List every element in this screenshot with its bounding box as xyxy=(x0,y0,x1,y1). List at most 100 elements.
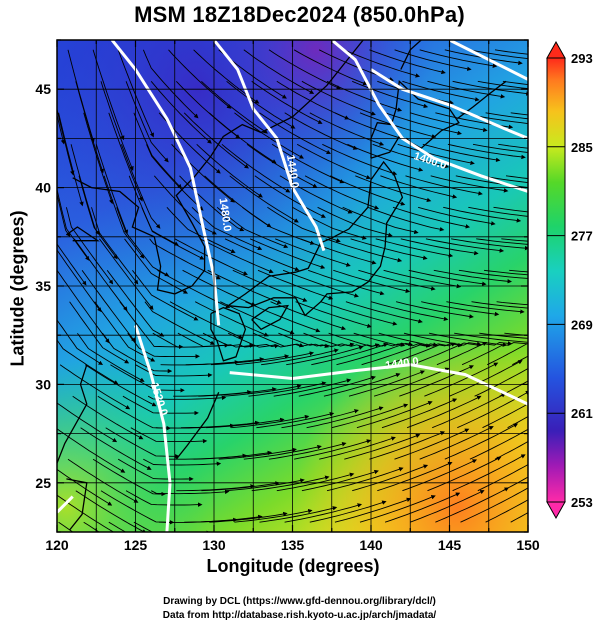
streamline xyxy=(359,112,437,139)
coastline xyxy=(175,392,220,460)
streamline xyxy=(326,467,404,492)
streamline xyxy=(498,143,528,149)
streamline xyxy=(168,49,232,109)
streamline xyxy=(59,364,131,410)
streamline xyxy=(278,332,355,348)
streamline xyxy=(57,270,110,344)
streamline xyxy=(185,357,265,366)
streamline xyxy=(435,487,509,523)
streamline xyxy=(311,342,389,366)
streamline xyxy=(70,144,100,236)
streamline xyxy=(504,332,528,336)
streamline xyxy=(284,503,363,523)
streamline xyxy=(356,401,433,429)
streamline xyxy=(224,238,300,272)
x-tick-label: 130 xyxy=(202,537,226,553)
streamline xyxy=(182,269,256,306)
streamline xyxy=(399,365,474,397)
streamline xyxy=(69,301,130,364)
streamline xyxy=(95,144,129,235)
colorbar: 293 285 277 269 261 253 xyxy=(546,40,593,520)
streamline xyxy=(57,319,104,366)
streamline xyxy=(216,206,289,249)
streamline xyxy=(229,175,299,223)
streamline xyxy=(251,475,330,492)
streamline xyxy=(496,301,528,306)
streamline xyxy=(144,301,215,345)
streamlines xyxy=(57,49,528,532)
contour-label: 1440.0 xyxy=(284,154,301,189)
axis-ticks: 120 125 130 135 140 145 150 25 30 35 40 45 xyxy=(35,39,540,553)
streamline xyxy=(352,464,429,492)
streamline xyxy=(430,175,509,193)
streamline xyxy=(275,238,351,267)
streamline xyxy=(248,381,327,397)
streamline xyxy=(355,175,432,203)
streamline xyxy=(303,332,380,348)
streamline xyxy=(477,80,528,90)
streamline xyxy=(253,332,330,348)
streamline xyxy=(77,332,145,382)
streamline xyxy=(209,511,288,523)
streamline xyxy=(301,80,376,116)
streamline xyxy=(309,112,385,146)
streamline xyxy=(410,112,488,133)
contour-label: 1480.0 xyxy=(217,197,234,232)
streamline xyxy=(194,301,269,337)
x-tick-label: 150 xyxy=(516,537,540,553)
streamline xyxy=(75,490,147,532)
streamline xyxy=(367,206,445,232)
coastline xyxy=(66,226,100,242)
height-contour xyxy=(134,324,172,532)
streamline xyxy=(246,143,318,188)
streamline xyxy=(57,107,75,176)
colorbar-label: 293 xyxy=(571,51,593,66)
streamline xyxy=(296,143,371,180)
streamline xyxy=(469,49,528,60)
colorbar-label: 261 xyxy=(571,406,593,421)
streamline xyxy=(383,269,462,289)
streamline xyxy=(72,395,144,440)
streamline xyxy=(65,207,114,285)
streamline xyxy=(133,521,211,532)
streamline xyxy=(502,476,528,492)
streamline xyxy=(443,206,522,223)
streamline xyxy=(100,81,134,171)
streamline xyxy=(235,351,315,366)
streamline xyxy=(286,345,364,366)
x-tick-label: 145 xyxy=(438,537,462,553)
streamline xyxy=(447,143,526,160)
streamline xyxy=(127,332,200,359)
streamline xyxy=(377,461,453,492)
streamline xyxy=(125,490,203,507)
streamline xyxy=(408,269,487,286)
streamline xyxy=(295,301,372,328)
streamline xyxy=(78,175,118,260)
streamline xyxy=(243,49,315,94)
streamline xyxy=(304,175,380,210)
contour-label: 1440.0 xyxy=(384,355,419,372)
streamline xyxy=(206,417,285,429)
streamline xyxy=(344,49,421,78)
streamline xyxy=(281,409,359,429)
streamline xyxy=(400,238,479,256)
streamline xyxy=(259,506,338,523)
streamline xyxy=(444,423,519,460)
streamline xyxy=(342,206,419,235)
streamline xyxy=(218,447,297,460)
credit-drawing: Drawing by DCL (https://www.gfd-dennou.o… xyxy=(163,596,436,607)
streamline xyxy=(419,49,498,68)
streamline xyxy=(406,395,482,429)
streamline xyxy=(259,112,332,154)
streamline xyxy=(150,81,212,144)
streamline xyxy=(344,433,421,460)
streamline xyxy=(419,426,494,460)
streamline xyxy=(226,80,296,129)
streamline xyxy=(221,143,291,193)
streamline xyxy=(320,301,398,326)
streamline xyxy=(271,143,345,184)
streamline xyxy=(381,398,458,429)
streamline xyxy=(171,143,235,203)
streamline xyxy=(386,342,463,366)
streamline xyxy=(402,80,480,102)
